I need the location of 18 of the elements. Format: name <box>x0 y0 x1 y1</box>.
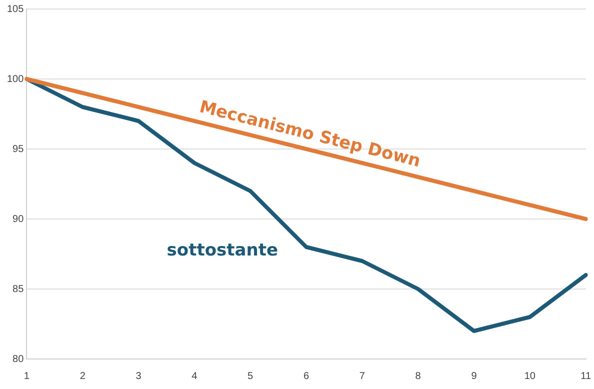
x-tick-label: 11 <box>580 370 592 382</box>
x-tick-label: 1 <box>24 370 30 382</box>
x-tick-label: 4 <box>192 370 198 382</box>
x-tick-label: 9 <box>471 370 478 382</box>
y-tick-label: 80 <box>12 354 24 365</box>
x-tick-label: 5 <box>248 370 254 382</box>
x-tick-label: 6 <box>303 370 310 382</box>
y-tick-label: 90 <box>12 214 24 225</box>
x-tick-label: 7 <box>359 370 366 382</box>
x-tick-label: 10 <box>524 370 536 382</box>
y-tick-label: 85 <box>12 284 24 295</box>
x-tick-label: 8 <box>415 370 422 382</box>
x-tick-label: 3 <box>136 370 142 382</box>
y-tick-label: 105 <box>6 4 24 15</box>
y-tick-label: 100 <box>6 74 24 85</box>
x-tick-label: 2 <box>80 370 86 382</box>
y-tick-label: 95 <box>12 144 24 155</box>
series-label: sottostante <box>166 240 278 260</box>
